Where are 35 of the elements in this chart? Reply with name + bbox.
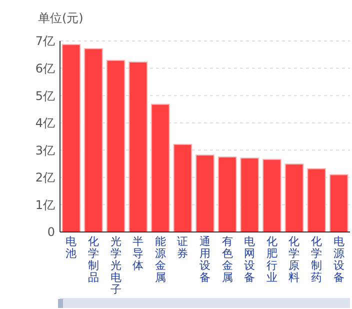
x-tick-label: 电源设备: [333, 235, 344, 284]
bar: [84, 48, 103, 232]
x-tick-label: 化学原料: [288, 235, 300, 284]
x-tick-label: 光学光电子: [110, 235, 122, 296]
x-tick-label: 化肥行业: [266, 235, 278, 284]
x-tick-label: 能源金属: [154, 235, 166, 284]
x-tick-label: 通用设备: [200, 235, 210, 284]
y-tick-label: 2亿: [35, 170, 55, 185]
y-tick-label: 4亿: [35, 116, 55, 130]
x-tick-label: 半导体: [132, 235, 144, 272]
x-tick-label: 化学制药: [311, 235, 322, 284]
x-tick-label: 电池: [66, 235, 77, 260]
bar: [62, 44, 81, 232]
bar: [196, 154, 214, 232]
bar: [150, 104, 170, 232]
bar: [262, 158, 282, 232]
x-tick-label: 电网设备: [244, 235, 256, 284]
y-tick-label: 6亿: [35, 61, 55, 76]
y-tick-label: 1亿: [35, 198, 55, 212]
y-tick-label: 5亿: [35, 88, 55, 103]
bar: [284, 164, 304, 232]
y-axis-title: 单位(元): [38, 11, 84, 25]
bar: [106, 60, 126, 232]
bar: [307, 168, 326, 232]
bar: [128, 62, 148, 232]
x-tick-label: 证券: [177, 235, 188, 260]
bar: [240, 158, 260, 232]
y-tick-label: 0: [47, 225, 55, 240]
bar: [218, 156, 237, 232]
bar: [329, 174, 348, 232]
y-tick-label: 3亿: [35, 143, 55, 158]
x-tick-label: 化学制品: [88, 235, 99, 284]
x-tick-label: 有色金属: [222, 235, 233, 284]
y-tick-label: 7亿: [35, 34, 55, 48]
bar: [173, 144, 192, 232]
